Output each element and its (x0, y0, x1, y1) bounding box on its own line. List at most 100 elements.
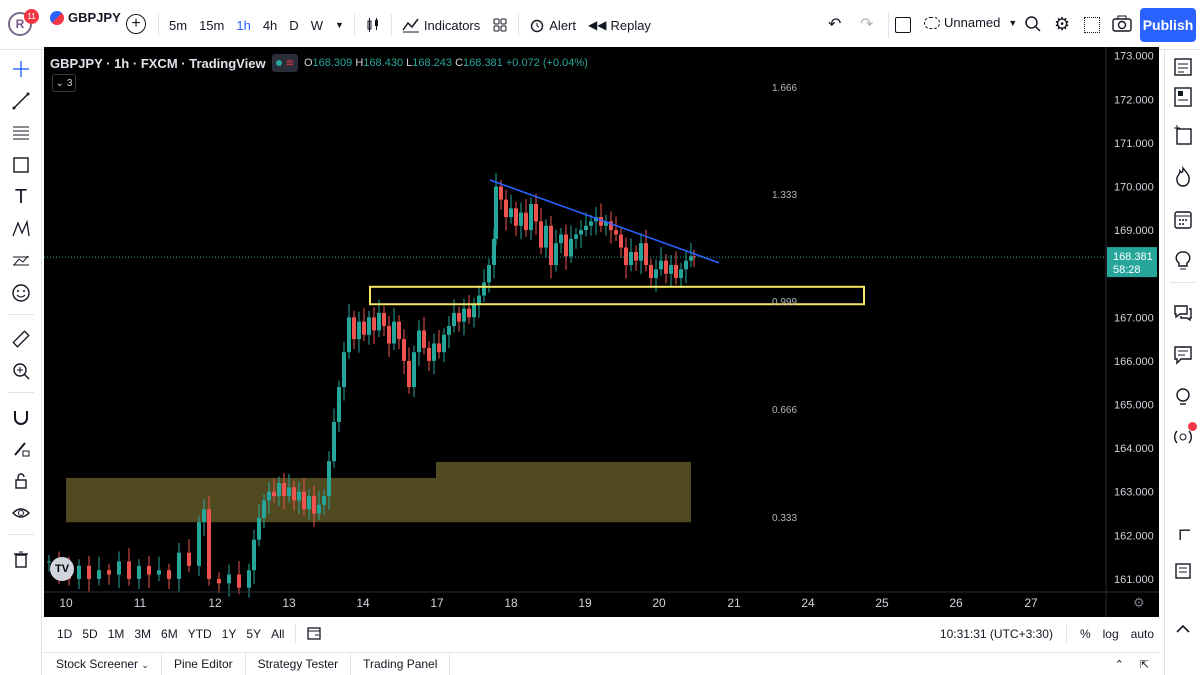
price-chart[interactable]: 1.666 1.333 0.999 0.666 0.333 173.000 172.000… (44, 47, 1159, 617)
crosshair-icon[interactable] (8, 56, 34, 82)
prediction-icon[interactable] (8, 248, 34, 274)
time-tick-label: 12 (208, 596, 222, 610)
interval-15m[interactable]: 15m (199, 17, 225, 33)
interval-dropdown-icon[interactable]: ▼ (334, 20, 344, 30)
indicators-button[interactable]: Indicators (396, 10, 486, 40)
clock-timezone[interactable]: 10:31:31 (UTC+3:30) (939, 627, 1053, 641)
text-tool-icon[interactable]: T (14, 185, 28, 208)
collapse-legend-button[interactable]: ⌄ 3 (52, 74, 76, 92)
ideas-lightbulb-icon[interactable] (1170, 248, 1196, 274)
expand-arrows-icon[interactable] (1170, 520, 1196, 546)
magnet-icon[interactable] (8, 404, 34, 430)
help-lightbulb-icon[interactable] (1170, 384, 1196, 410)
tab-trading-panel[interactable]: Trading Panel (351, 653, 451, 675)
pattern-icon[interactable] (8, 216, 34, 242)
eye-icon[interactable] (8, 500, 34, 526)
time-tick-label: 24 (801, 596, 815, 610)
goto-date-icon[interactable] (302, 625, 326, 644)
shape-rectangle-icon[interactable] (8, 152, 34, 178)
calendar-icon[interactable] (1170, 206, 1196, 232)
publish-button[interactable]: Publish (1140, 8, 1196, 42)
interval-1h[interactable]: 1h (236, 17, 251, 33)
maximize-panel-icon[interactable]: ⇱ (1139, 659, 1149, 671)
fullscreen-layout-icon[interactable] (895, 17, 911, 33)
candle-body (684, 260, 688, 270)
details-icon[interactable] (1170, 84, 1196, 110)
fib-retracement-icon[interactable] (8, 120, 34, 146)
search-icon[interactable] (1024, 15, 1042, 36)
messages-icon[interactable] (1170, 342, 1196, 368)
templates-button[interactable] (486, 10, 514, 40)
market-status[interactable]: ≋ (271, 54, 298, 72)
percent-scale-toggle[interactable]: % (1079, 627, 1091, 641)
chevron-up-icon[interactable]: ⌃ (1114, 659, 1124, 671)
chevron-up-icon[interactable] (1170, 616, 1196, 642)
range-5d[interactable]: 5D (82, 627, 98, 641)
replay-button[interactable]: ◀◀ Replay (582, 10, 657, 40)
auto-scale-toggle[interactable]: auto (1130, 627, 1154, 641)
redo-icon[interactable]: ↷ (860, 16, 874, 33)
range-5y[interactable]: 5Y (246, 627, 262, 641)
legend-title[interactable]: GBPJPY · 1h · FXCM · TradingView (50, 55, 266, 71)
range-1m[interactable]: 1M (107, 627, 125, 641)
alert-button[interactable]: Alert (523, 10, 582, 40)
range-6m[interactable]: 6M (161, 627, 178, 641)
interval-W[interactable]: W (310, 17, 323, 33)
range-1y[interactable]: 1Y (221, 627, 237, 641)
layout-name-button[interactable]: Unnamed ▼ (924, 15, 1017, 30)
trash-icon[interactable] (8, 546, 34, 572)
zoom-in-icon[interactable] (8, 358, 34, 384)
support-zone-right (436, 461, 691, 523)
range-3m[interactable]: 3M (134, 627, 152, 641)
time-tick-label: 20 (652, 596, 666, 610)
streams-icon[interactable] (1170, 424, 1196, 450)
tradingview-logo[interactable]: TV (50, 557, 74, 581)
camera-icon[interactable] (1112, 15, 1132, 36)
wave-icon: ≋ (285, 57, 294, 69)
range-all[interactable]: All (271, 627, 285, 641)
candle-body (649, 265, 653, 279)
candle-body (197, 522, 201, 566)
tab-strategy-tester[interactable]: Strategy Tester (246, 653, 352, 675)
candle-body (407, 360, 411, 388)
candle-body (544, 225, 548, 248)
gear-icon[interactable]: ⚙ (1054, 14, 1071, 34)
tab-pine-editor[interactable]: Pine Editor (162, 653, 246, 675)
compare-symbol-icon[interactable]: + (126, 14, 146, 34)
candle-body (427, 347, 431, 361)
emoji-icon[interactable] (8, 280, 34, 306)
fullscreen-icon[interactable] (1084, 17, 1100, 33)
undo-icon[interactable]: ↶ (828, 16, 842, 33)
candle-body (137, 565, 141, 579)
current-price-badge (1107, 247, 1157, 278)
trend-line-icon[interactable] (8, 88, 34, 114)
candle-body (509, 208, 513, 218)
candle-body (689, 256, 693, 261)
log-scale-toggle[interactable]: log (1102, 627, 1119, 641)
interval-D[interactable]: D (289, 17, 299, 33)
lock-icon[interactable] (8, 468, 34, 494)
symbol-search-button[interactable]: GBPJPY (50, 10, 121, 25)
divider (8, 314, 34, 315)
hotlists-fire-icon[interactable] (1170, 164, 1196, 190)
chart-type-button[interactable] (359, 10, 387, 40)
candle-body (492, 238, 496, 265)
candle-body (392, 321, 396, 344)
tab-stock-screener[interactable]: Stock Screener ⌄ (44, 653, 162, 675)
range-ytd[interactable]: YTD (187, 627, 212, 641)
ruler-icon[interactable] (8, 326, 34, 352)
chat-icon[interactable] (1170, 300, 1196, 326)
interval-4h[interactable]: 4h (262, 17, 278, 33)
support-zone-left (66, 477, 436, 523)
interval-5m[interactable]: 5m (169, 17, 188, 33)
candle-body (432, 343, 436, 361)
chart-canvas[interactable]: 1.666 1.333 0.999 0.666 0.333 173.000 172.000… (44, 47, 1159, 617)
add-note-icon[interactable] (1170, 122, 1196, 148)
range-1d[interactable]: 1D (57, 627, 73, 641)
candle-body (292, 487, 296, 501)
layers-icon[interactable] (1170, 558, 1196, 584)
watchlist-icon[interactable] (1170, 54, 1196, 80)
pencil-lock-icon[interactable] (8, 436, 34, 462)
divider (8, 392, 34, 393)
candle-body (634, 251, 638, 261)
